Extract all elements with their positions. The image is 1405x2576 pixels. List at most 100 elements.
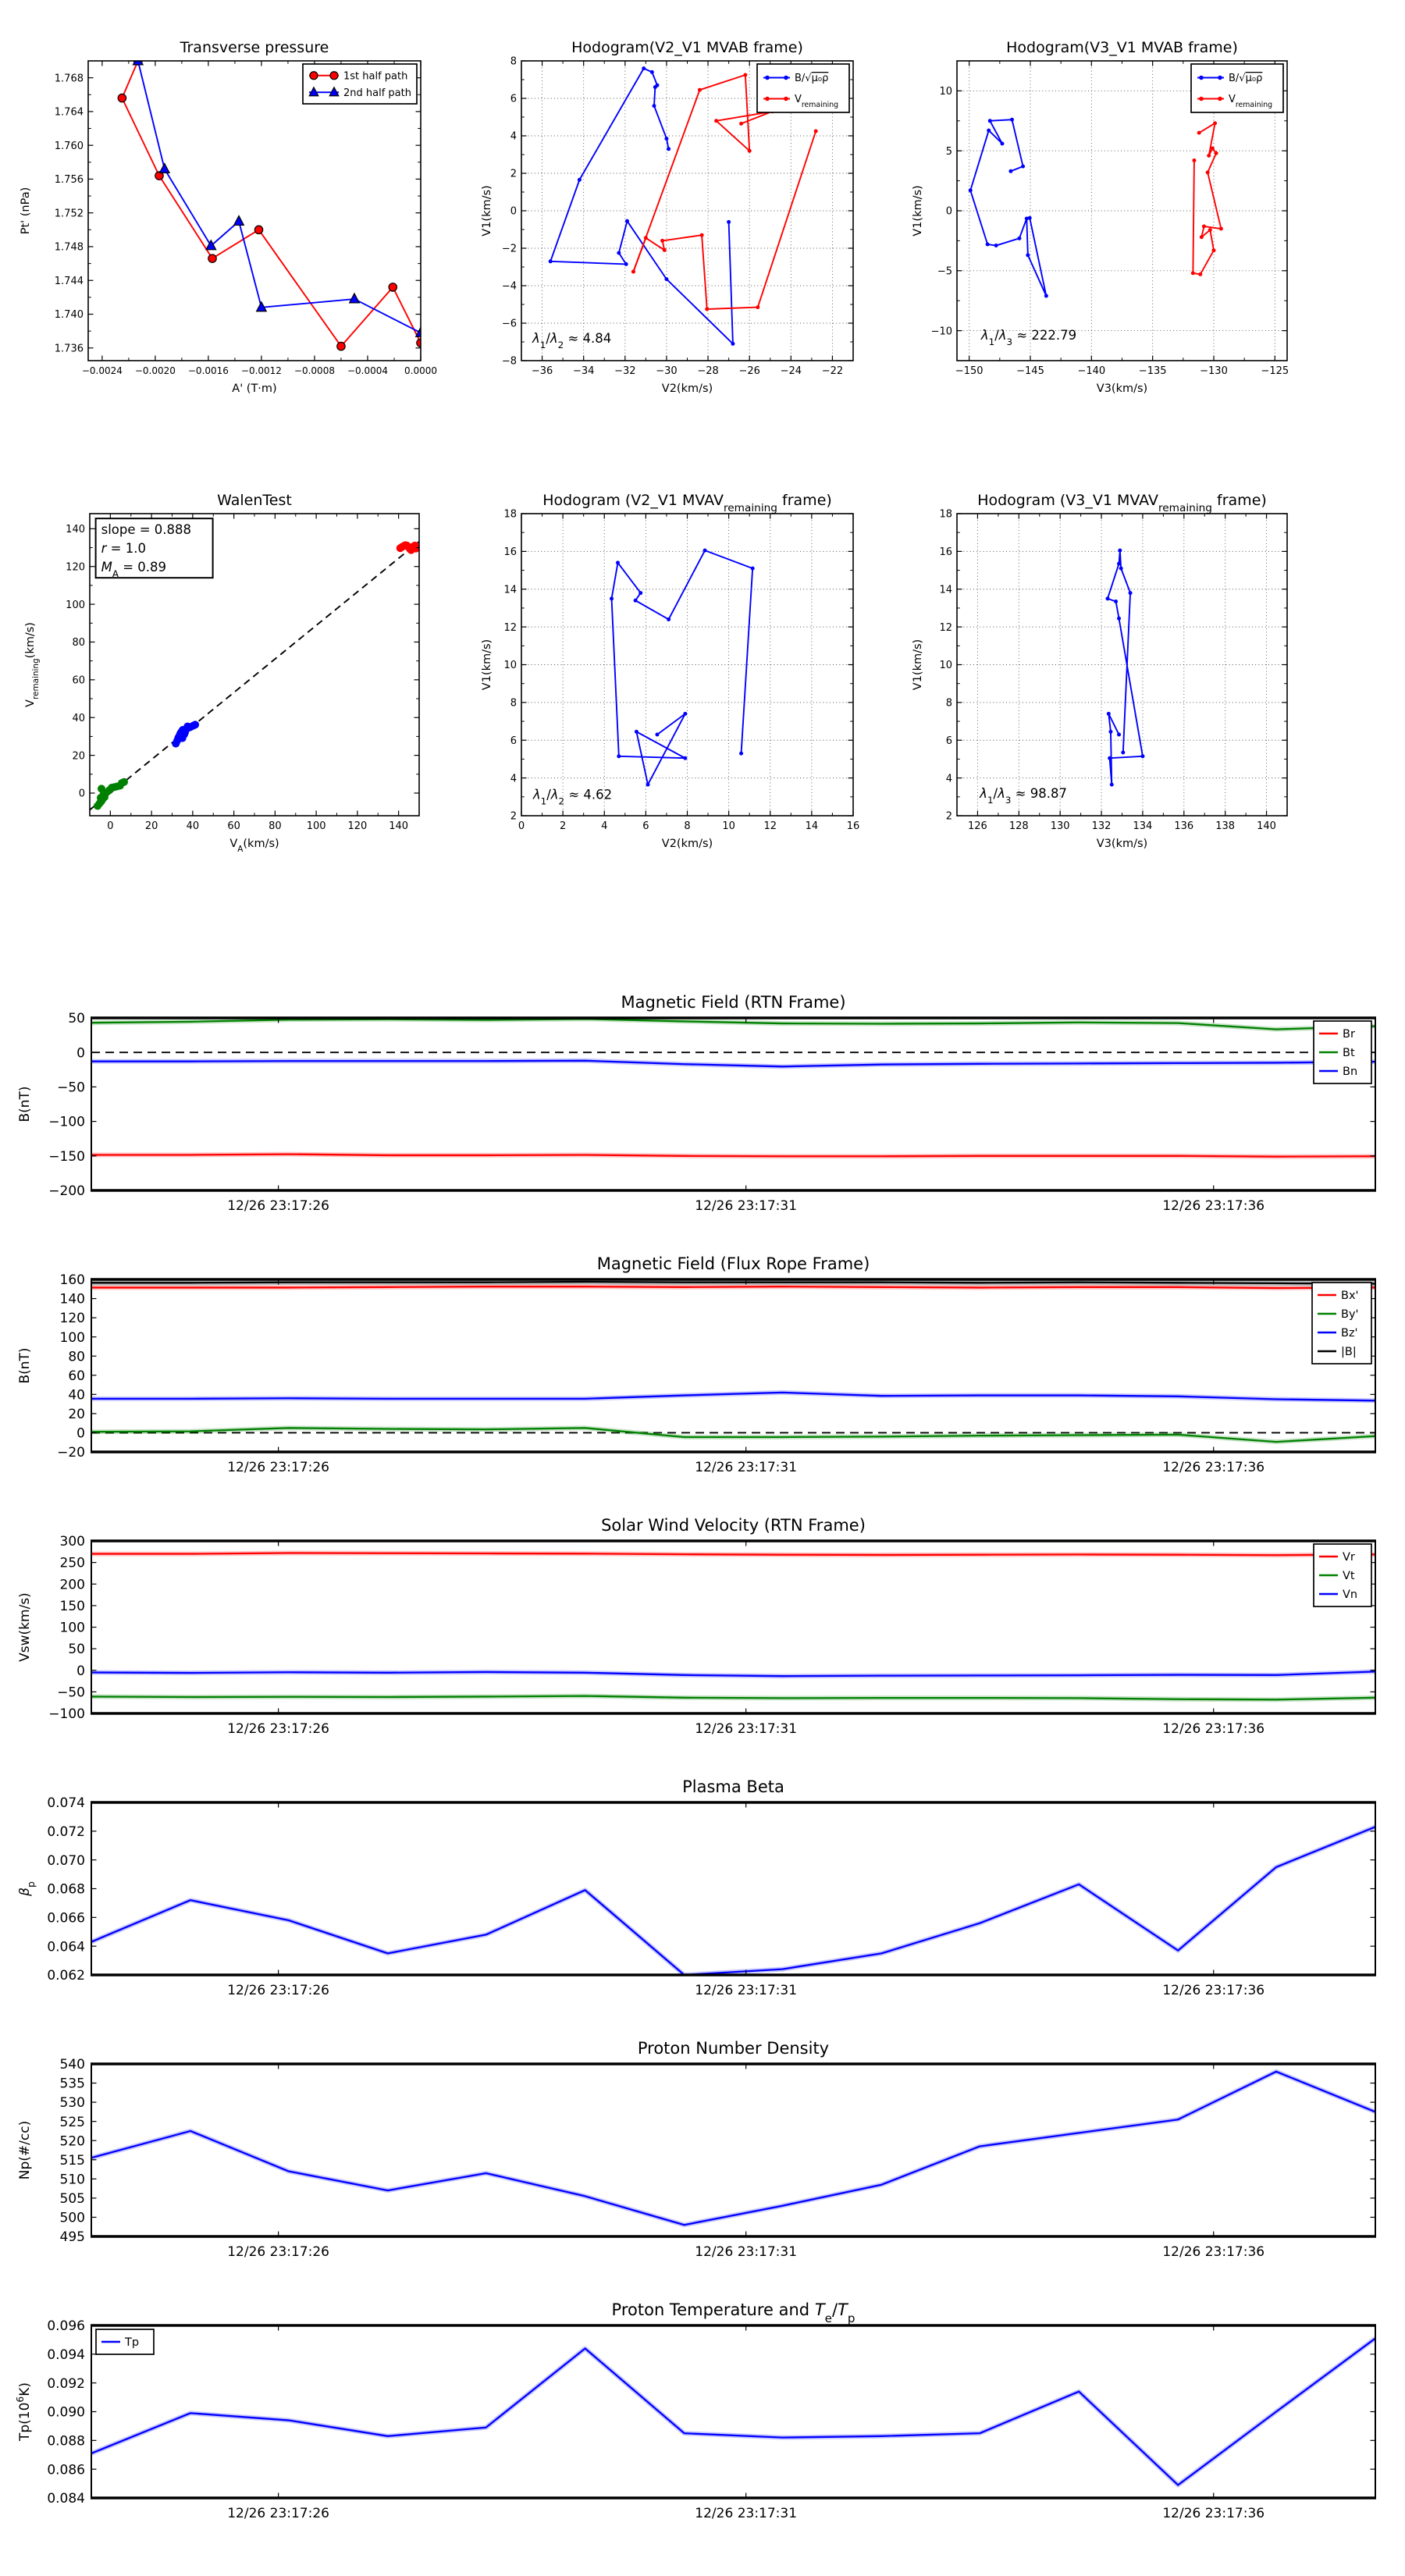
triangle-marker [233, 215, 245, 226]
x-axis-label: VA(km/s) [229, 838, 279, 854]
point-marker [1027, 215, 1032, 220]
x-tick-label: −0.0008 [294, 365, 335, 376]
point-marker [739, 751, 744, 756]
y-tick-label: 20 [68, 1407, 85, 1422]
point-marker [1205, 170, 1210, 175]
point-marker [699, 233, 704, 237]
stats-line: MA = 0.89 [101, 560, 166, 579]
y-tick-label: 0.096 [47, 2318, 85, 2334]
x-tick-label: 12/26 23:17:36 [1162, 1198, 1264, 1214]
y-tick-label: 1.736 [55, 343, 84, 354]
legend-box [756, 63, 850, 113]
chart-magnetic-field-flux-rope: 12/26 23:17:26 12/26 23:17:31 12/26 23:17:… [17, 1254, 1376, 1475]
point-marker [1208, 228, 1212, 233]
y-tick-label: −50 [57, 1080, 85, 1096]
y-axis-label: B(nT) [17, 1347, 33, 1383]
point-marker [705, 307, 710, 311]
x-tick-label: 12/26 23:17:31 [695, 2506, 797, 2521]
point-marker [208, 254, 217, 263]
chart-title: Magnetic Field (Flux Rope Frame) [597, 1254, 870, 1273]
legend-label: |B| [1341, 1346, 1357, 1358]
y-tick-label: 12 [939, 622, 952, 634]
x-tick-label: 138 [1215, 820, 1235, 832]
point-marker [743, 73, 748, 77]
x-tick-label: 20 [145, 820, 158, 832]
point-marker [1008, 169, 1013, 173]
y-tick-label: 0.064 [47, 1939, 85, 1955]
y-tick-label: −200 [48, 1183, 85, 1199]
triangle-marker [348, 292, 361, 304]
legend: Tp [95, 2329, 155, 2355]
point-marker [655, 83, 660, 87]
series-group [91, 1017, 1376, 1159]
point-marker [739, 121, 744, 126]
point-marker [1109, 782, 1114, 787]
point-marker [683, 756, 688, 760]
legend-label: 1st half path [343, 70, 407, 82]
point-marker [634, 729, 638, 734]
point-marker [633, 598, 638, 603]
y-tick-label: 2 [510, 811, 517, 823]
x-tick-label: 16 [847, 820, 860, 832]
x-tick-label: 12/26 23:17:31 [695, 1983, 797, 1998]
x-tick-label: −0.0020 [135, 365, 176, 376]
chart-title: Magnetic Field (RTN Frame) [621, 993, 845, 1012]
chart-hodogram-v2v1-mvab: −36 −34 −32 −30 −28 −26 −24 −22 −8 −6 −4 −2 0 2 4 6 8 Hod… [481, 39, 854, 395]
triangle-marker [329, 86, 340, 97]
y-tick-label: 50 [68, 1642, 85, 1657]
y-tick-label: 1.744 [55, 276, 84, 287]
x-tick-label: 2 [560, 820, 566, 832]
y-tick-label: 525 [60, 2115, 85, 2130]
point-marker [1024, 216, 1029, 221]
y-tick-label: 80 [72, 637, 85, 649]
y-tick-label: −150 [48, 1149, 85, 1165]
point-marker [309, 71, 318, 80]
y-tick-label: 16 [503, 546, 517, 558]
y-tick-label: 2 [946, 811, 952, 823]
x-tick-label: −145 [1016, 365, 1044, 377]
x-tick-label: −140 [1077, 365, 1105, 377]
y-tick-label: 300 [60, 1534, 85, 1550]
point-marker [765, 75, 770, 80]
point-marker [610, 596, 614, 601]
point-marker [1218, 96, 1222, 101]
y-tick-label: 1.748 [55, 242, 84, 254]
y-tick-label: 16 [939, 546, 952, 558]
point-marker [254, 225, 264, 235]
y-tick-label: 0.084 [47, 2491, 85, 2507]
point-marker [1210, 146, 1215, 151]
point-marker [646, 782, 650, 787]
y-axis-label: Vsw(km/s) [17, 1592, 33, 1662]
y-axis-label: Vremaining(km/s) [24, 622, 41, 707]
y-axis-label: V1(km/s) [912, 639, 924, 690]
y-tick-label: 520 [60, 2133, 85, 2149]
triangle-marker [132, 60, 144, 66]
series-line [632, 130, 817, 310]
series-line [1107, 550, 1144, 786]
y-tick-label: 160 [60, 1272, 85, 1288]
point-marker [683, 711, 688, 716]
y-tick-label: −8 [502, 356, 517, 368]
series-line [91, 1286, 1376, 1290]
x-tick-label: 126 [968, 820, 987, 832]
legend-label: B/√μ₀ρ [795, 73, 828, 84]
point-marker [98, 785, 106, 793]
point-marker [750, 566, 755, 571]
y-tick-label: 495 [60, 2229, 85, 2245]
lambda-annotation: λ1/λ3 ≈ 98.87 [979, 786, 1067, 806]
series-line [121, 60, 422, 347]
point-marker [664, 137, 669, 141]
x-tick-label: 0 [518, 820, 525, 832]
y-tick-label: 1.756 [55, 174, 84, 186]
legend-label: Vr [1343, 1551, 1355, 1564]
series-group [117, 60, 422, 351]
y-tick-label: 0.074 [47, 1795, 85, 1811]
point-marker [784, 96, 788, 101]
y-tick-label: 50 [68, 1011, 85, 1026]
legend-box [1311, 1282, 1372, 1364]
y-tick-label: 10 [939, 86, 952, 98]
chart-proton-number-density: 12/26 23:17:26 12/26 23:17:31 12/26 23:17:… [17, 2039, 1376, 2260]
x-tick-label: 14 [806, 820, 819, 832]
y-axis-label: V1(km/s) [481, 185, 493, 236]
